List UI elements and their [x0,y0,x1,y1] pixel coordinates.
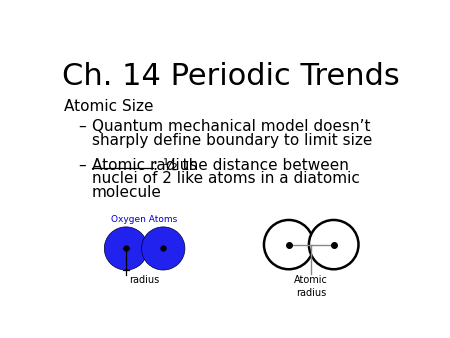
Circle shape [309,220,359,269]
Text: Atomic
radius: Atomic radius [294,275,328,298]
Text: –: – [78,158,86,173]
Circle shape [141,227,185,270]
Circle shape [264,220,314,269]
Text: radius: radius [130,275,160,285]
Text: Quantum mechanical model doesn’t: Quantum mechanical model doesn’t [92,119,370,134]
Text: Oxygen Atoms: Oxygen Atoms [112,215,178,224]
Text: molecule: molecule [92,185,162,200]
Text: Atomic Size: Atomic Size [64,99,153,114]
Text: Ch. 14 Periodic Trends: Ch. 14 Periodic Trends [62,62,400,91]
Circle shape [104,227,148,270]
Text: –: – [78,119,86,134]
Text: nuclei of 2 like atoms in a diatomic: nuclei of 2 like atoms in a diatomic [92,171,360,187]
Text: : ½ the distance between: : ½ the distance between [153,158,349,173]
Text: sharply define boundary to limit size: sharply define boundary to limit size [92,133,372,148]
Text: Atomic radius: Atomic radius [92,158,197,173]
